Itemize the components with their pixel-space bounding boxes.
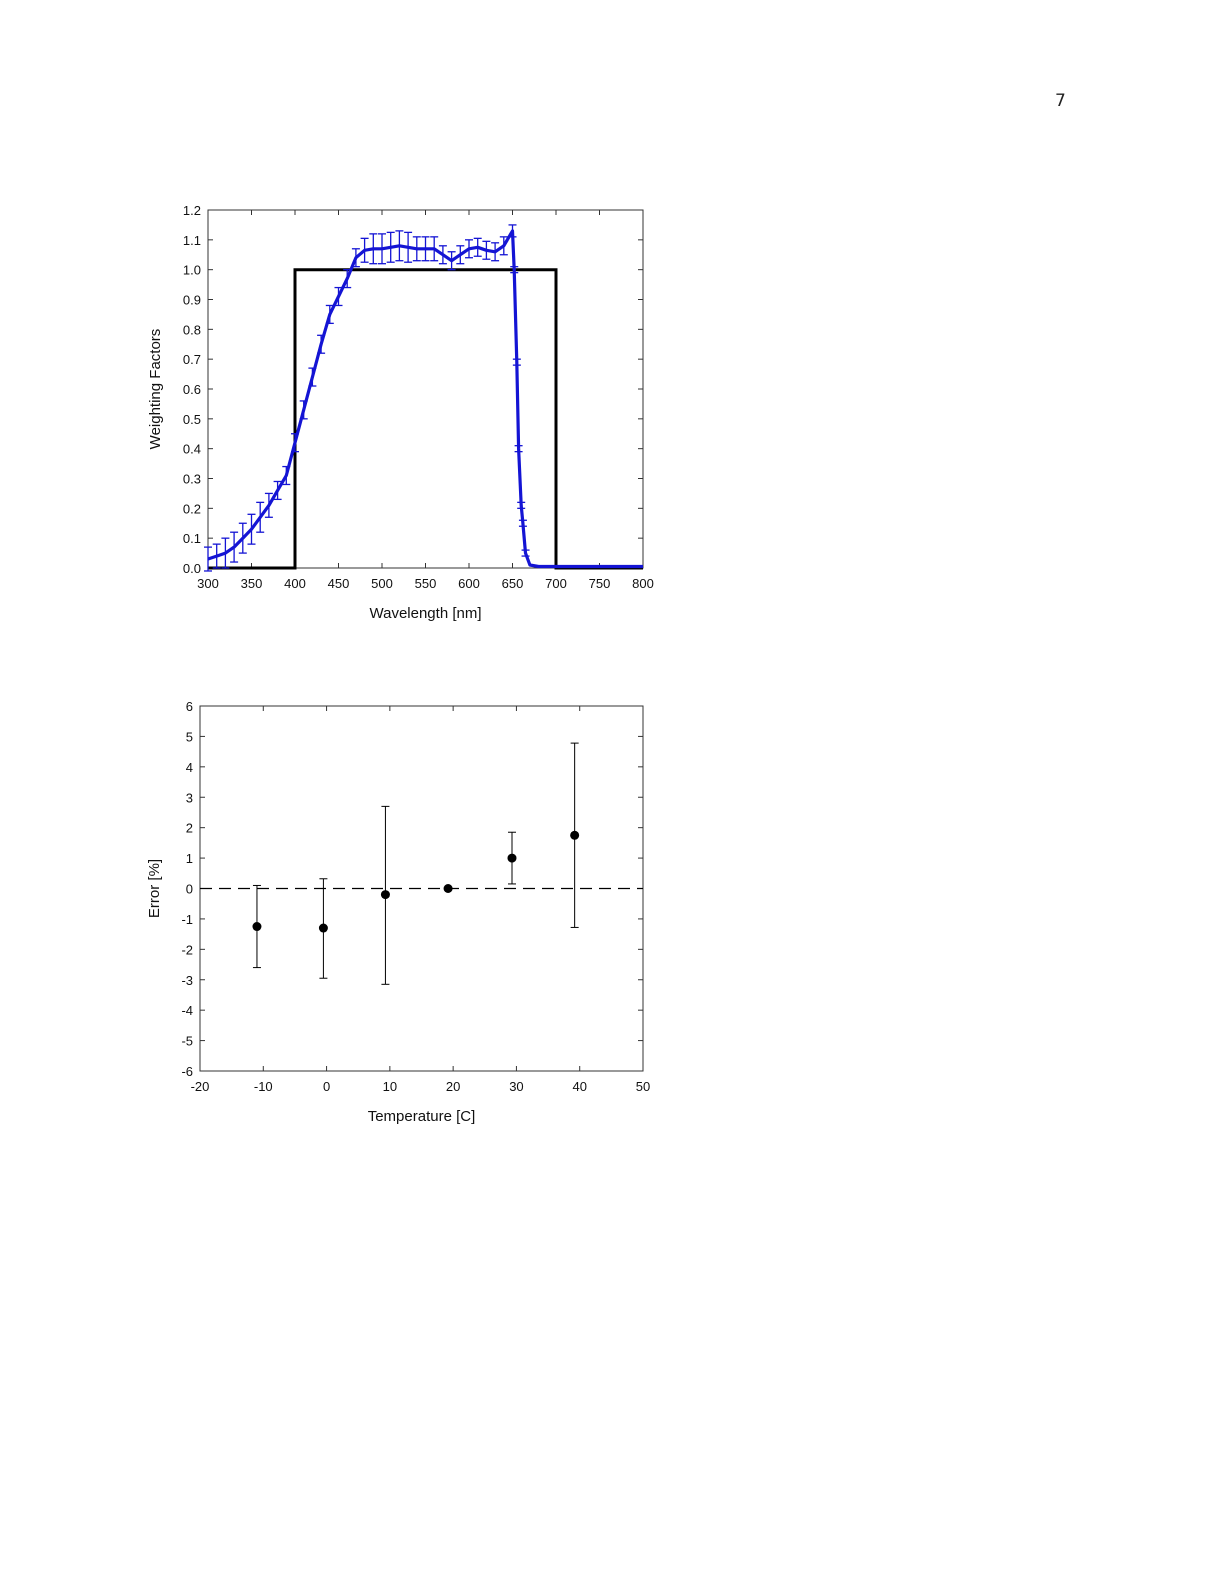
data-point [318, 923, 328, 933]
y-tick-label: 0.2 [183, 501, 201, 516]
y-tick-label: 6 [186, 699, 193, 714]
y-tick-label: -5 [181, 1034, 193, 1049]
y-tick-label: 0.8 [183, 322, 201, 337]
page-number: 7 [1055, 91, 1066, 111]
x-tick-label: 650 [502, 576, 524, 591]
data-point [252, 922, 262, 932]
y-tick-label: 0.6 [183, 382, 201, 397]
data-point [380, 890, 390, 900]
y-tick-label: 0 [186, 882, 193, 897]
x-tick-label: 0 [323, 1079, 330, 1094]
x-tick-label: 20 [446, 1079, 460, 1094]
y-tick-label: 0.7 [183, 352, 201, 367]
data-point [570, 830, 580, 840]
x-tick-label: 700 [545, 576, 567, 591]
series-line-ideal [208, 268, 643, 570]
x-tick-label: 400 [284, 576, 306, 591]
x-tick-label: 550 [415, 576, 437, 591]
x-tick-label: 30 [509, 1079, 523, 1094]
x-tick-label: -10 [254, 1079, 273, 1094]
y-tick-label: 1.1 [183, 233, 201, 248]
y-tick-label: 0.0 [183, 561, 201, 576]
y-tick-label: -6 [181, 1064, 193, 1079]
x-tick-label: -20 [191, 1079, 210, 1094]
x-tick-label: 40 [572, 1079, 586, 1094]
y-tick-label: 0.4 [183, 442, 201, 457]
x-axis-title: Temperature [C] [368, 1108, 476, 1125]
y-tick-label: 4 [186, 760, 193, 775]
y-tick-label: 0.5 [183, 412, 201, 427]
y-axis-title: Error [%] [146, 859, 163, 918]
y-tick-label: 1.0 [183, 263, 201, 278]
series-line-measured [207, 229, 643, 569]
x-tick-label: 10 [383, 1079, 397, 1094]
y-tick-label: -1 [181, 912, 193, 927]
y-tick-label: 1 [186, 851, 193, 866]
y-tick-label: 0.3 [183, 472, 201, 487]
data-point [507, 853, 517, 863]
x-tick-label: 600 [458, 576, 480, 591]
y-axis-title: Weighting Factors [147, 329, 164, 450]
x-tick-label: 450 [328, 576, 350, 591]
y-tick-label: -2 [181, 942, 193, 957]
x-tick-label: 800 [632, 576, 654, 591]
plot-frame [207, 209, 644, 569]
y-tick-label: -3 [181, 973, 193, 988]
x-tick-label: 300 [197, 576, 219, 591]
y-tick-label: 5 [186, 729, 193, 744]
y-tick-label: 3 [186, 790, 193, 805]
data-point [443, 884, 453, 893]
x-tick-label: 50 [636, 1079, 650, 1094]
x-tick-label: 500 [371, 576, 393, 591]
x-axis-title: Wavelength [nm] [370, 605, 482, 622]
y-tick-label: 0.1 [183, 531, 201, 546]
x-tick-label: 750 [589, 576, 611, 591]
y-tick-label: -4 [181, 1003, 193, 1018]
x-tick-label: 350 [241, 576, 263, 591]
y-tick-label: 0.9 [183, 293, 201, 308]
y-tick-label: 1.2 [183, 203, 201, 218]
y-tick-label: 2 [186, 821, 193, 836]
